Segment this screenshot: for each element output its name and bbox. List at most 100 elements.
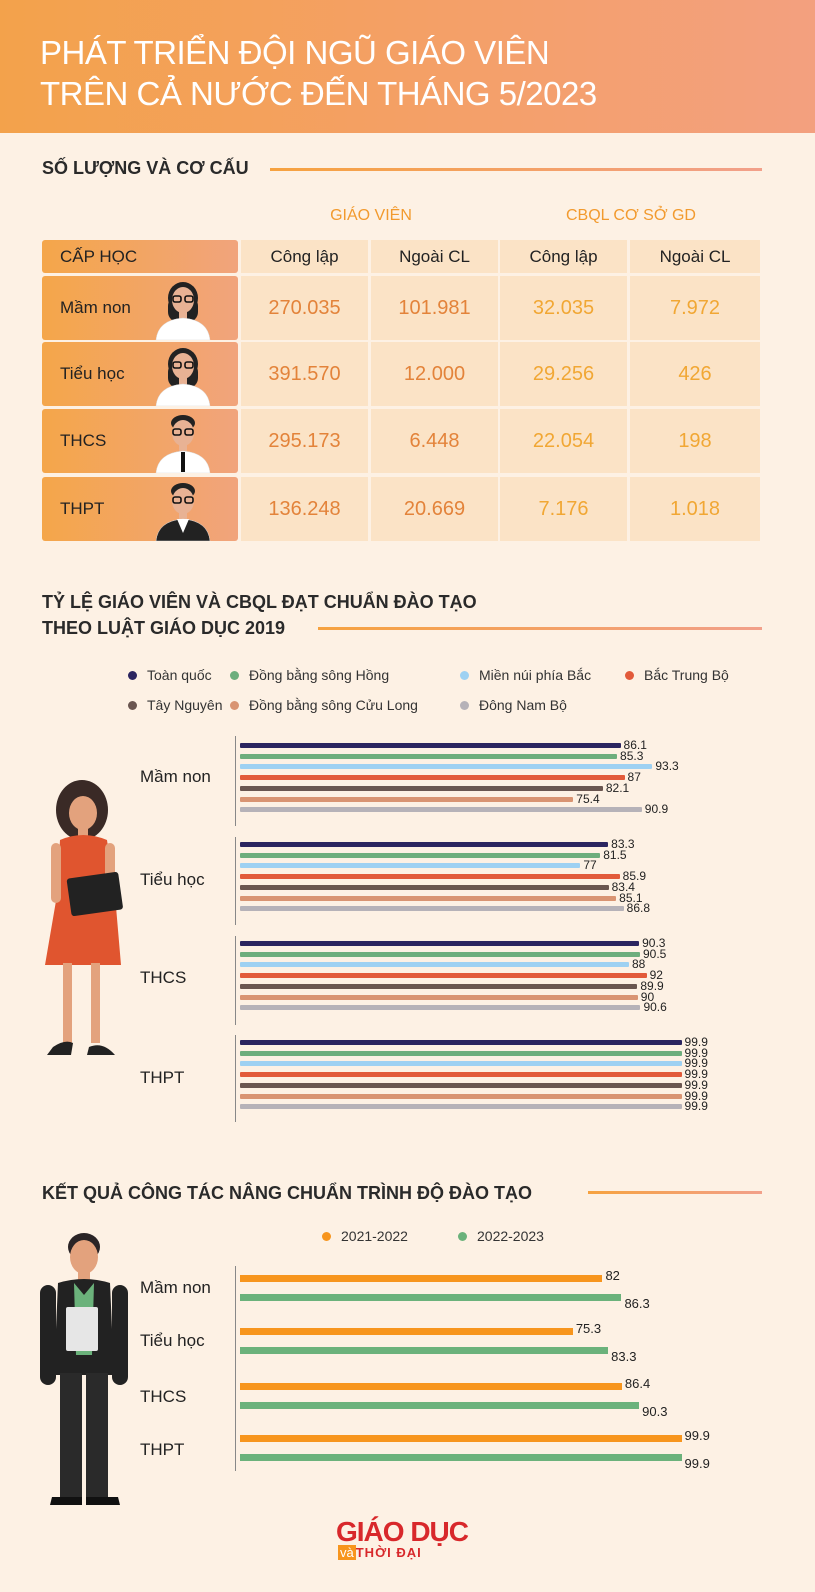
bar <box>240 1005 641 1011</box>
legend-item: 2022-2023 <box>458 1228 544 1244</box>
section2-title-line1: TỶ LỆ GIÁO VIÊN VÀ CBQL ĐẠT CHUẨN ĐÀO TẠ… <box>42 592 477 612</box>
bar-value: 88 <box>631 957 646 972</box>
bar-value: 82.1 <box>605 780 630 795</box>
brand-logo: GIÁO DỤC và THỜI ĐẠI <box>336 1518 469 1560</box>
category-label: THPT <box>140 1440 185 1459</box>
bar <box>240 973 647 979</box>
header-title-line2: TRÊN CẢ NƯỚC ĐẾN THÁNG 5/2023 <box>40 75 597 112</box>
bar <box>240 983 638 989</box>
man-teacher-illustration <box>40 1233 128 1505</box>
bar <box>240 1402 640 1409</box>
row-label-text: THCS <box>60 431 107 450</box>
cell-value: 20.669 <box>371 477 498 541</box>
chart2-axis <box>235 1266 236 1471</box>
bar <box>240 951 640 957</box>
legend-item: Bắc Trung Bộ <box>625 667 729 683</box>
cell-value: 136.248 <box>241 477 368 541</box>
bar-value: 82 <box>605 1268 620 1283</box>
row-label-text: Tiểu học <box>60 364 125 383</box>
bar-value: 90.3 <box>642 1404 668 1419</box>
legend-label: 2022-2023 <box>477 1228 544 1244</box>
bar <box>240 1072 682 1078</box>
bar-value: 99.9 <box>684 1099 708 1114</box>
section3-title-line <box>588 1191 762 1194</box>
column-header-level: CẤP HỌC <box>42 240 238 273</box>
bar-value: 86.3 <box>624 1296 650 1311</box>
bar-value: 99.9 <box>684 1088 708 1103</box>
cell-value: 32.035 <box>500 276 627 340</box>
header-banner: PHÁT TRIỂN ĐỘI NGŨ GIÁO VIÊN TRÊN CẢ NƯỚ… <box>0 0 815 133</box>
bar <box>240 863 581 869</box>
portrait-woman-glasses-icon <box>155 282 211 340</box>
bar-value: 85.3 <box>620 748 644 763</box>
legend-dot <box>230 700 239 710</box>
category-label: Mầm non <box>140 1278 211 1297</box>
legend-label: Đồng bằng sông Cửu Long <box>249 697 418 713</box>
section2-title-line <box>318 627 762 630</box>
bar-value: 75.3 <box>575 1321 602 1336</box>
bar <box>240 1454 682 1461</box>
cell-value: 391.570 <box>241 342 368 406</box>
bar-value: 99.9 <box>684 1045 708 1060</box>
logo-bottom: THỜI ĐẠI <box>355 1545 422 1560</box>
legend-item: Đồng bằng sông Cửu Long <box>230 697 418 713</box>
legend-label: Đông Nam Bộ <box>479 697 567 713</box>
legend-item: Đồng bằng sông Hồng <box>230 667 389 683</box>
legend-dot <box>458 1231 467 1241</box>
bar-value: 90 <box>640 989 655 1004</box>
bar-value: 99.9 <box>684 1456 710 1471</box>
bar-value: 86.1 <box>623 738 647 752</box>
bar <box>240 1040 682 1045</box>
legend-dot <box>322 1231 331 1241</box>
bar <box>240 994 638 1000</box>
category-label: THPT <box>140 1068 185 1087</box>
portrait-woman-glasses-icon <box>155 348 211 406</box>
bar-value: 86.4 <box>624 1376 651 1391</box>
legend-dot <box>460 700 469 710</box>
cell-value: 198 <box>630 409 760 473</box>
bar-value: 89.9 <box>640 978 664 993</box>
bar-value: 99.9 <box>684 1035 708 1049</box>
legend-item: Miền núi phía Bắc <box>460 667 591 683</box>
legend-label: Bắc Trung Bộ <box>644 667 729 683</box>
group-header-teachers: GIÁO VIÊN <box>330 207 412 224</box>
section1-title: SỐ LƯỢNG VÀ CƠ CẤU <box>42 158 249 178</box>
bar-value: 87 <box>627 770 641 785</box>
bar-value: 90.9 <box>644 802 669 817</box>
cell-value: 295.173 <box>241 409 368 473</box>
bar <box>240 785 603 791</box>
bar <box>240 842 609 847</box>
bar <box>240 1050 682 1056</box>
bar-value: 75.4 <box>576 791 600 806</box>
row-label-text: THPT <box>60 499 105 518</box>
group-axis <box>235 837 236 925</box>
column-header-1: Công lập <box>241 240 368 273</box>
cell-value: 6.448 <box>371 409 498 473</box>
bar <box>240 764 653 770</box>
bar <box>240 743 621 748</box>
bar-value: 90.5 <box>643 946 667 961</box>
bar-value: 90.3 <box>642 936 666 950</box>
bar <box>240 807 642 813</box>
bar <box>240 1435 682 1442</box>
section3-title: KẾT QUẢ CÔNG TÁC NÂNG CHUẨN TRÌNH ĐỘ ĐÀO… <box>42 1183 532 1203</box>
bar-value: 99.9 <box>684 1428 710 1443</box>
bar-value: 92 <box>649 968 663 983</box>
legend-item: Đông Nam Bộ <box>460 697 567 713</box>
legend-item: Toàn quốc <box>128 667 212 683</box>
group-axis <box>235 736 236 826</box>
section2-title-line2: THEO LUẬT GIÁO DỤC 2019 <box>42 618 286 638</box>
group-axis <box>235 1035 236 1122</box>
category-label: Mầm non <box>140 767 211 786</box>
category-label: Tiểu học <box>140 870 205 889</box>
header-title-line1: PHÁT TRIỂN ĐỘI NGŨ GIÁO VIÊN <box>40 34 550 71</box>
portrait-man-tie-icon <box>155 415 211 473</box>
bar-value: 85.1 <box>619 890 643 905</box>
legend-label: Đồng bằng sông Hồng <box>249 667 390 683</box>
bar <box>240 962 629 968</box>
category-label: Tiểu học <box>140 1331 205 1350</box>
category-label: THCS <box>140 968 187 987</box>
legend-item: 2021-2022 <box>322 1228 408 1244</box>
bar <box>240 775 625 781</box>
legend-label: Miền núi phía Bắc <box>479 667 592 683</box>
